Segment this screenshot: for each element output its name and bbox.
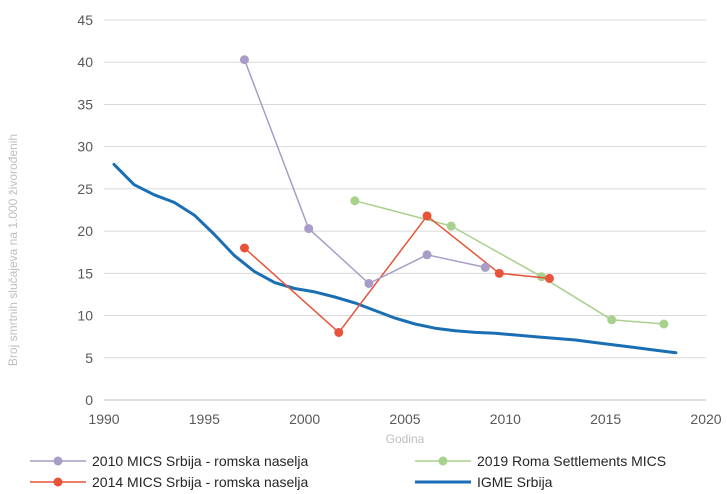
legend-label: 2014 MICS Srbija - romska naselja xyxy=(92,474,309,490)
y-tick-label: 30 xyxy=(77,139,93,155)
x-axis-title: Godina xyxy=(386,432,425,446)
y-tick-label: 0 xyxy=(85,392,93,408)
legend-swatch-marker xyxy=(53,477,63,487)
data-point xyxy=(494,268,504,278)
data-point xyxy=(350,196,360,206)
data-point xyxy=(544,273,554,283)
series-line-2 xyxy=(243,215,551,334)
data-point xyxy=(607,315,617,325)
y-tick-label: 40 xyxy=(77,54,93,70)
data-point xyxy=(422,211,432,221)
y-tick-label: 10 xyxy=(77,308,93,324)
y-tick-label: 45 xyxy=(77,12,93,28)
data-point xyxy=(422,250,432,260)
data-point xyxy=(659,319,669,329)
y-tick-label: 25 xyxy=(77,181,93,197)
gridlines xyxy=(104,19,706,359)
data-point xyxy=(364,278,374,288)
x-tick-label: 2000 xyxy=(289,411,320,427)
data-point xyxy=(446,221,456,231)
x-tick-label: 1995 xyxy=(189,411,220,427)
legend-swatch-marker xyxy=(438,456,448,466)
x-tick-label: 1990 xyxy=(88,411,119,427)
series-line-3 xyxy=(112,162,678,355)
legend-swatch-marker xyxy=(53,456,63,466)
x-tick-label: 2020 xyxy=(690,411,721,427)
legend-label: 2010 MICS Srbija - romska naselja xyxy=(92,453,309,469)
legend-label: 2019 Roma Settlements MICS xyxy=(477,453,666,469)
data-point xyxy=(304,224,314,234)
y-tick-label: 15 xyxy=(77,265,93,281)
x-tick-label: 2005 xyxy=(389,411,420,427)
y-tick-label: 35 xyxy=(77,96,93,112)
y-axis-ticks: 0 5 10 15 20 25 30 35 40 45 xyxy=(77,12,93,408)
data-point xyxy=(536,272,546,282)
y-axis-title: Broj smrtnih slučajeva na 1.000 živorođe… xyxy=(6,134,20,366)
y-tick-label: 20 xyxy=(77,223,93,239)
data-point xyxy=(239,55,249,65)
series-line-1 xyxy=(354,199,665,325)
data-point xyxy=(480,262,490,272)
x-axis-ticks: 1990 1995 2000 2005 2010 2015 2020 xyxy=(88,411,721,427)
series-line-0 xyxy=(243,58,487,285)
legend: 2010 MICS Srbija - romska naselja 2019 Ro… xyxy=(30,453,666,490)
data-point xyxy=(239,243,249,253)
y-tick-label: 5 xyxy=(85,350,93,366)
legend-label: IGME Srbija xyxy=(477,474,553,490)
x-tick-label: 2015 xyxy=(590,411,621,427)
series-group xyxy=(112,55,678,355)
data-point xyxy=(334,327,344,337)
x-tick-label: 2010 xyxy=(490,411,521,427)
